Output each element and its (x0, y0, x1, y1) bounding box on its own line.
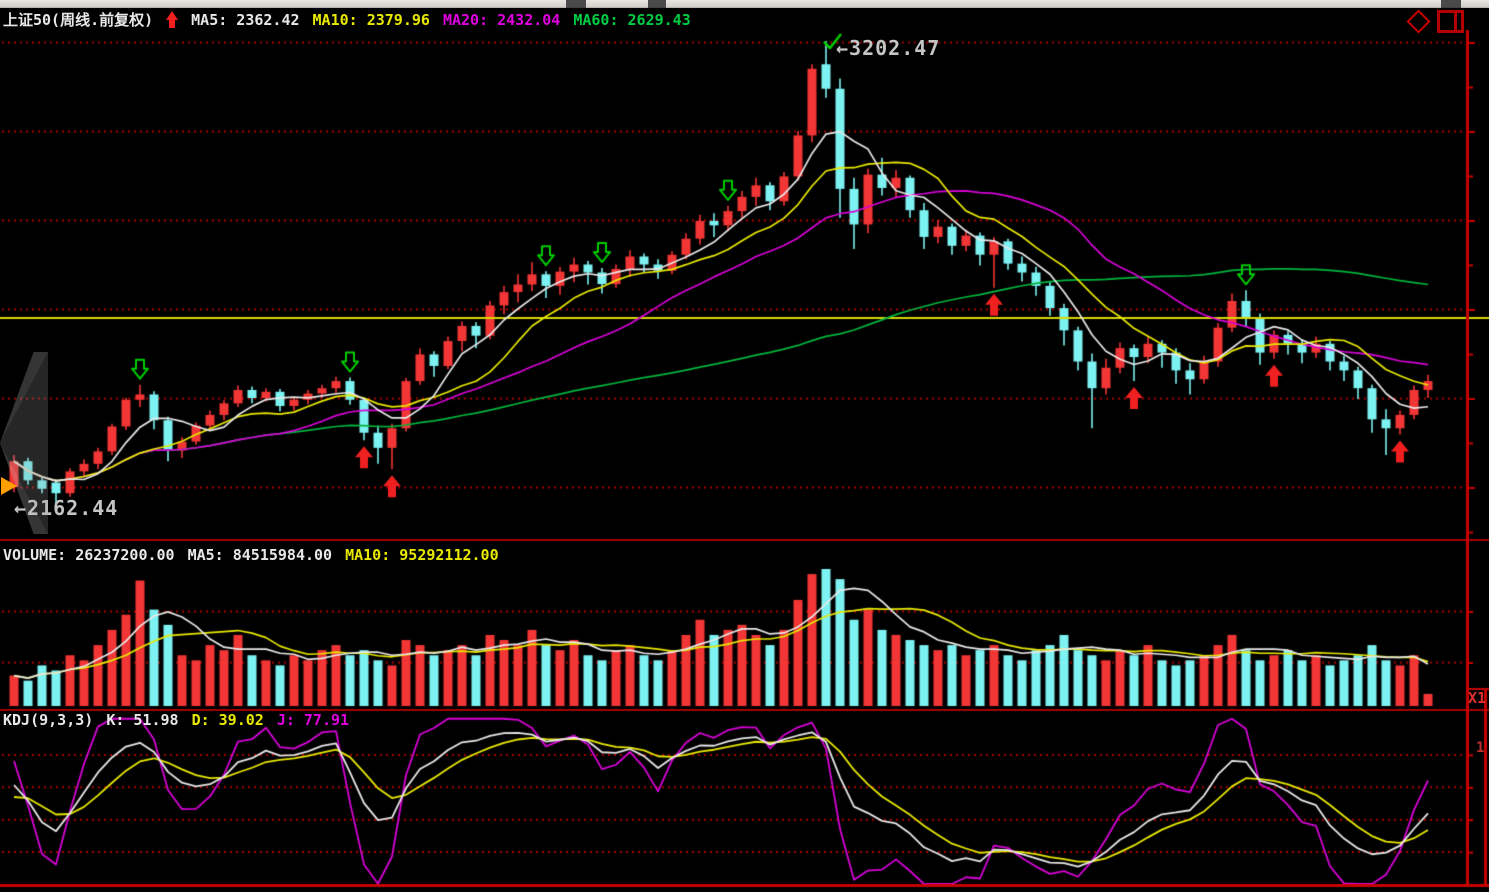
volume-header: VOLUME: 26237200.00 MA5: 84515984.00 MA1… (3, 546, 499, 564)
kdj-header: KDJ(9,3,3) K: 51.98 D: 39.02 J: 77.91 (3, 711, 349, 729)
window-icon-pane (1454, 13, 1457, 30)
ma10-value: MA10: 2379.96 (312, 10, 430, 29)
kdj-params-label: KDJ(9,3,3) (3, 711, 94, 729)
ma60-value: MA60: 2629.43 (573, 10, 691, 29)
kdj-k-value: K: 51.98 (106, 711, 179, 729)
x1-scale-label: X1 (1468, 689, 1487, 707)
low-price-annotation: ←2162.44 (14, 496, 119, 520)
volume-ma5-value: MA5: 84515984.00 (187, 546, 333, 564)
window-restore-icon[interactable] (1437, 10, 1464, 33)
kdj-d-value: D: 39.02 (191, 711, 264, 729)
main-chart-header: 上证50(周线.前复权) MA5: 2362.42 MA10: 2379.96 … (3, 9, 691, 30)
up-arrow-icon (166, 11, 179, 28)
volume-ma10-value: MA10: 95292112.00 (345, 546, 499, 564)
kdj-axis-label: 1 (1476, 740, 1485, 756)
scroll-marker-icon (1, 477, 17, 495)
symbol-title: 上证50(周线.前复权) (3, 11, 154, 29)
peak-price-annotation: ←3202.47 (836, 36, 941, 60)
volume-value: VOLUME: 26237200.00 (3, 546, 175, 564)
ma5-value: MA5: 2362.42 (191, 10, 300, 29)
kdj-j-value: J: 77.91 (276, 711, 350, 729)
ma20-value: MA20: 2432.04 (442, 10, 561, 29)
